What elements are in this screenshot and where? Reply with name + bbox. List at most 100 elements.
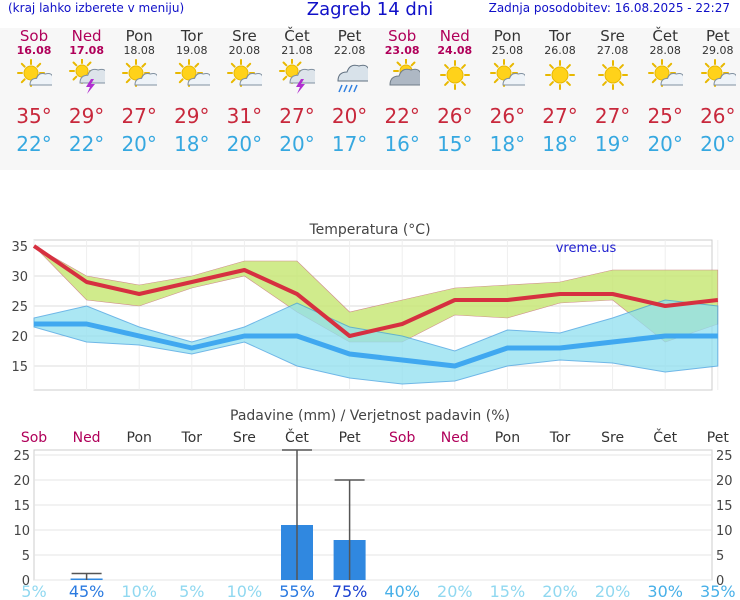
sun-cloud-icon [481, 59, 533, 103]
last-update: Zadnja posodobitev: 16.08.2025 - 22:27 [488, 1, 730, 15]
day-date: 28.08 [649, 44, 681, 57]
day-column[interactable]: Pon 18.08 27° 20° [113, 28, 165, 159]
sun-icon [429, 59, 481, 103]
day-date: 25.08 [491, 44, 524, 57]
precip-probability: 55% [279, 582, 315, 600]
day-date: 26.08 [544, 44, 576, 57]
day-column[interactable]: Sob 23.08 22° 16° [376, 27, 430, 159]
precip-ytick-left: 5 [22, 549, 30, 564]
precip-day-label: Pet [707, 430, 730, 446]
watermark: vreme.us [556, 241, 617, 256]
max-temp: 29° [68, 104, 105, 128]
day-name: Pon [493, 27, 521, 45]
day-column[interactable]: Ned 24.08 26° 15° [429, 28, 481, 159]
precip-probability: 5% [21, 582, 46, 600]
min-temp: 20° [279, 132, 315, 156]
day-name: Pet [705, 27, 730, 45]
precip-probability: 20% [595, 582, 631, 600]
day-date: 20.08 [228, 44, 261, 57]
day-name: Ned [71, 27, 102, 45]
page-title: Zagreb 14 dni [306, 0, 434, 20]
precip-ytick-right: 15 [716, 499, 733, 514]
sun-cloud-icon [218, 59, 270, 103]
precip-day-label: Ned [73, 430, 101, 446]
day-column[interactable]: Pet 29.08 26° 20° [692, 28, 740, 159]
precip-ytick-right: 20 [716, 474, 733, 489]
precip-ytick-left: 25 [13, 449, 30, 464]
day-column[interactable]: Sre 27.08 27° 19° [587, 28, 639, 159]
temp-ytick: 30 [11, 270, 28, 285]
day-column[interactable]: Čet 21.08 27° 20° [271, 27, 325, 159]
precip-probability: 45% [69, 582, 105, 600]
temp-ytick: 25 [11, 300, 28, 315]
max-temp: 35° [16, 104, 52, 128]
location-hint[interactable]: (kraj lahko izberete v meniju) [8, 1, 185, 15]
day-date: 18.08 [123, 44, 155, 57]
sun-cloud-icon [166, 59, 218, 103]
max-temp: 26° [489, 104, 526, 128]
precip-day-label: Tor [549, 430, 571, 446]
min-temp: 18° [174, 132, 210, 156]
day-column[interactable]: Čet 28.08 25° 20° [639, 28, 691, 159]
precip-day-label: Čet [285, 428, 309, 446]
sun-cloud-icon [639, 59, 691, 103]
precip-ytick-left: 0 [22, 574, 30, 589]
day-column[interactable]: Pon 25.08 26° 18° [481, 28, 533, 159]
precip-probability: 10% [227, 582, 263, 600]
day-name: Sob [19, 27, 49, 45]
precip-day-label: Čet [653, 428, 677, 446]
day-column[interactable]: Pet 22.08 20° 17° [324, 27, 378, 159]
day-name: Sre [232, 27, 257, 45]
max-temp: 31° [226, 104, 263, 128]
thunderstorm-icon [61, 58, 114, 103]
sun-icon [587, 59, 639, 103]
max-temp: 25° [647, 104, 683, 128]
day-column[interactable]: Sob 16.08 35° 22° [8, 28, 60, 159]
precip-day-label: Pon [127, 430, 152, 446]
max-temp: 22° [384, 104, 420, 128]
max-temp: 27° [279, 104, 315, 128]
day-name: Pet [337, 27, 362, 45]
day-name: Čet [284, 27, 310, 45]
day-date: 22.08 [333, 44, 366, 57]
day-column[interactable]: Sre 20.08 31° 20° [218, 28, 270, 159]
header: (kraj lahko izberete v meniju) Zagreb 14… [0, 0, 740, 22]
day-date: 16.08 [16, 44, 52, 57]
max-temp: 27° [121, 104, 157, 128]
min-temp-band [33, 299, 719, 385]
day-column[interactable]: Tor 19.08 29° 18° [166, 28, 218, 159]
precip-day-label: Pon [495, 430, 520, 446]
sun-cloud-icon [8, 59, 60, 103]
min-temp: 20° [226, 132, 263, 156]
precip-ytick-right: 5 [716, 549, 724, 564]
max-temp: 29° [174, 104, 210, 128]
precip-probability: 15% [490, 582, 526, 600]
max-temp: 26° [437, 104, 473, 128]
day-column[interactable]: Tor 26.08 27° 18° [534, 28, 586, 159]
charts: Temperatura (°C) 15 20 25 30 35 vreme.us Padavi… [11, 222, 736, 600]
min-temp: 16° [384, 132, 420, 156]
day-date: 17.08 [69, 44, 104, 57]
day-column[interactable]: Ned 17.08 29° 22° [61, 27, 114, 159]
precip-probability: 40% [384, 582, 420, 600]
max-temp: 27° [594, 104, 631, 128]
min-temp: 20° [647, 132, 683, 156]
temp-ytick: 35 [11, 240, 28, 255]
precip-probability: 30% [647, 582, 683, 600]
precip-ytick-right: 25 [716, 449, 733, 464]
day-name: Tor [549, 27, 571, 45]
precip-day-label: Sob [21, 430, 47, 446]
day-date: 21.08 [281, 44, 313, 57]
precip-day-label: Sob [389, 430, 415, 446]
min-temp: 20° [700, 132, 736, 156]
precip-day-label: Sre [601, 430, 624, 446]
precip-probability: 35% [700, 582, 736, 600]
day-date: 19.08 [176, 44, 208, 57]
precip-probability: 5% [179, 582, 204, 600]
sun-cloud-icon [692, 59, 740, 103]
precip-ytick-left: 20 [13, 474, 30, 489]
precip-chart-title: Padavine (mm) / Verjetnost padavin (%) [230, 408, 510, 424]
day-name: Sob [388, 27, 417, 45]
precip-ytick-right: 0 [716, 574, 724, 589]
day-name: Čet [652, 27, 678, 45]
